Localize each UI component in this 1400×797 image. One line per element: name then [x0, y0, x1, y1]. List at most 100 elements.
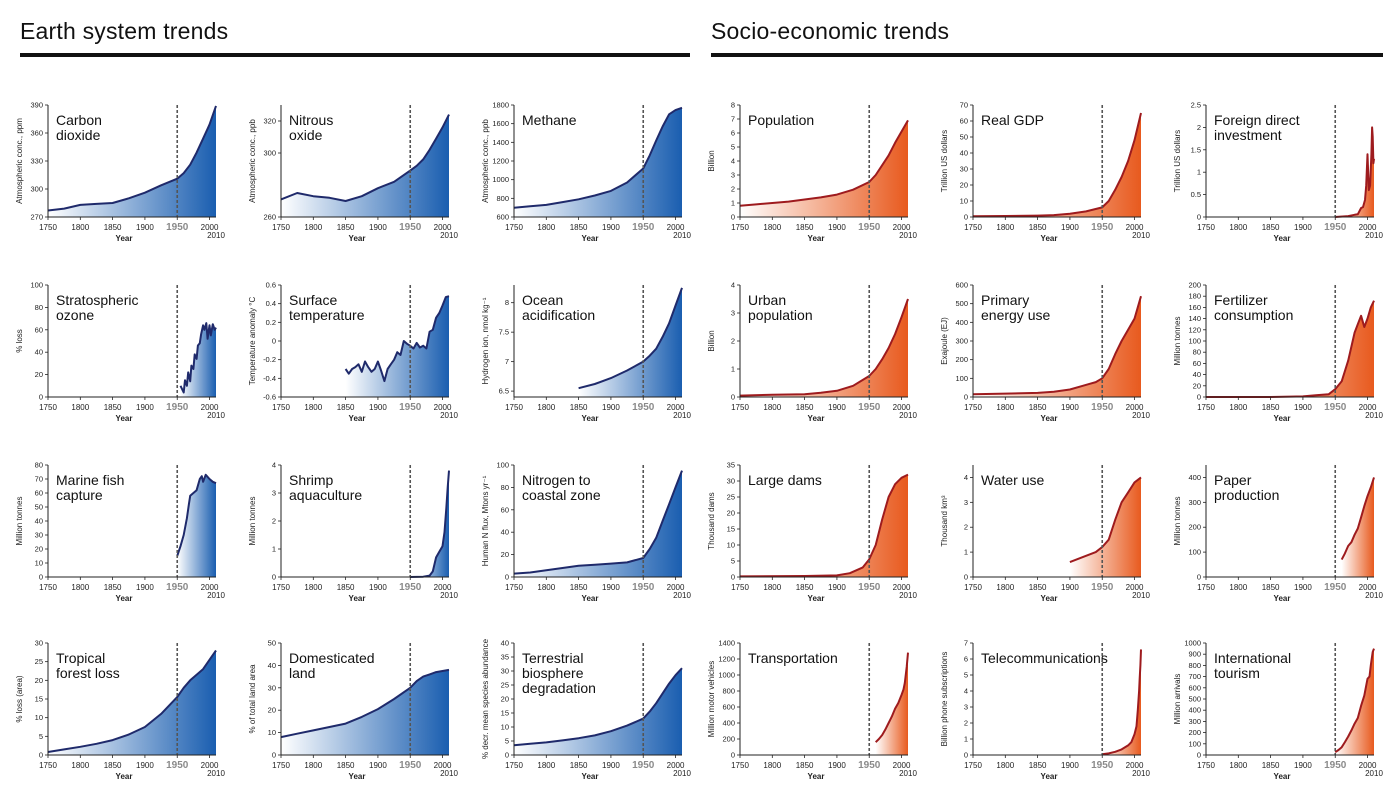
- x-tick-label: 2000: [1359, 403, 1377, 412]
- area-fill: [740, 474, 908, 577]
- y-tick-label: 1: [964, 735, 968, 744]
- area-fill: [973, 296, 1141, 397]
- series-line: [179, 322, 217, 394]
- area-fill: [177, 474, 216, 577]
- x-tick-label: 2010: [207, 411, 225, 420]
- series-line: [578, 287, 683, 390]
- x-tick-label: 1800: [1229, 761, 1247, 770]
- x-tick-label: 1950: [399, 222, 422, 233]
- x-tick-label: 1800: [304, 761, 322, 770]
- area-fill: [973, 113, 1141, 217]
- x-tick-label: 1800: [1229, 583, 1247, 592]
- y-axis-label: Human N flux, Mtons yr⁻¹: [481, 475, 490, 566]
- y-tick-label: 0: [964, 573, 968, 582]
- x-tick-label: 1850: [1029, 761, 1047, 770]
- y-tick-label: 35: [501, 653, 509, 662]
- x-tick-label: 1950: [632, 402, 655, 413]
- y-tick-label: 140: [1188, 314, 1201, 323]
- x-tick-label: 1900: [1061, 583, 1079, 592]
- y-tick-label: 1: [731, 199, 735, 208]
- y-tick-label: -0.2: [263, 355, 276, 364]
- x-tick-label: 2010: [1365, 231, 1383, 240]
- y-tick-label: 40: [268, 661, 276, 670]
- y-axis-label: % of total land area: [248, 664, 257, 733]
- series-line: [513, 470, 683, 575]
- y-tick-label: 5: [731, 143, 735, 152]
- chart-title: Large dams: [748, 472, 822, 488]
- x-tick-label: 2000: [667, 583, 685, 592]
- chart-title: oxide: [289, 127, 323, 143]
- x-tick-label: 1950: [632, 760, 655, 771]
- chart-title: Surface: [289, 292, 337, 308]
- x-tick-label: 1900: [602, 761, 620, 770]
- y-axis-label: Million motor vehicles: [707, 661, 716, 737]
- x-tick-label: 2000: [893, 403, 911, 412]
- y-tick-label: 0.2: [266, 318, 276, 327]
- chart-title: Tropical: [56, 650, 105, 666]
- chart-title: Fertilizer: [1214, 292, 1268, 308]
- series-line: [1340, 477, 1375, 561]
- x-tick-label: 1950: [399, 402, 422, 413]
- x-tick-label: 1900: [136, 223, 154, 232]
- y-tick-label: 7: [964, 639, 968, 648]
- series-line: [47, 105, 217, 212]
- x-tick-label: 1850: [1029, 583, 1047, 592]
- x-tick-label: 2010: [440, 591, 458, 600]
- x-tick-label: 1800: [763, 223, 781, 232]
- y-tick-label: 1: [272, 545, 276, 554]
- area-fill: [1102, 649, 1141, 755]
- x-tick-label: 2000: [893, 761, 911, 770]
- y-tick-label: 40: [960, 149, 968, 158]
- chart-title: Urban: [748, 292, 786, 308]
- y-tick-label: 20: [268, 706, 276, 715]
- x-axis-label: Year: [1041, 594, 1058, 603]
- y-axis-label: Billion: [707, 150, 716, 171]
- x-tick-label: 2010: [1365, 769, 1383, 778]
- x-axis-label: Year: [582, 414, 599, 423]
- x-tick-label: 1850: [1262, 583, 1280, 592]
- y-tick-label: 3: [964, 498, 968, 507]
- y-tick-label: 300: [30, 185, 43, 194]
- x-tick-label: 1900: [1061, 223, 1079, 232]
- y-tick-label: 1: [731, 365, 735, 374]
- chart-panel: 0 0.5 1 1.5 2 2.5 1750 1800 1850 1900 1950 20002010…: [1173, 101, 1383, 244]
- x-tick-label: 1750: [39, 223, 57, 232]
- area-fill: [514, 107, 682, 217]
- y-tick-label: 20: [35, 676, 43, 685]
- x-tick-label: 1850: [570, 761, 588, 770]
- x-tick-label: 2000: [434, 403, 452, 412]
- y-tick-label: 270: [30, 213, 43, 222]
- x-tick-label: 1750: [1197, 403, 1215, 412]
- y-tick-label: 3: [731, 171, 735, 180]
- x-tick-label: 1900: [828, 761, 846, 770]
- y-tick-label: 5: [39, 732, 43, 741]
- y-tick-label: 7.5: [499, 328, 509, 337]
- x-tick-label: 2010: [1365, 591, 1383, 600]
- y-tick-label: 400: [722, 719, 735, 728]
- y-tick-label: 60: [35, 325, 43, 334]
- x-tick-label: 1950: [1324, 222, 1347, 233]
- y-tick-label: 6.5: [499, 387, 509, 396]
- y-tick-label: 1400: [492, 138, 509, 147]
- y-tick-label: 4: [964, 687, 968, 696]
- y-tick-label: 300: [263, 149, 276, 158]
- y-tick-label: 400: [1188, 473, 1201, 482]
- y-axis-label: Million tonnes: [1173, 317, 1182, 366]
- chart-title: Carbon: [56, 112, 102, 128]
- y-tick-label: 0: [272, 573, 276, 582]
- y-tick-label: 0: [1197, 393, 1201, 402]
- y-axis-label: Exajoule (EJ): [940, 317, 949, 365]
- x-tick-label: 2000: [1359, 761, 1377, 770]
- x-tick-label: 2010: [1132, 769, 1150, 778]
- series-line: [1102, 649, 1142, 756]
- x-tick-label: 1950: [399, 760, 422, 771]
- chart-title: Nitrogen to: [522, 472, 591, 488]
- x-tick-label: 1750: [731, 761, 749, 770]
- y-tick-label: 30: [268, 683, 276, 692]
- chart-panel: 0 20 40 60 80 100 1750 1800 1850 1900 1950 20002010…: [481, 461, 691, 604]
- x-tick-label: 1750: [731, 403, 749, 412]
- x-tick-label: 1950: [1091, 222, 1114, 233]
- x-tick-label: 2010: [207, 591, 225, 600]
- y-tick-label: 390: [30, 101, 43, 110]
